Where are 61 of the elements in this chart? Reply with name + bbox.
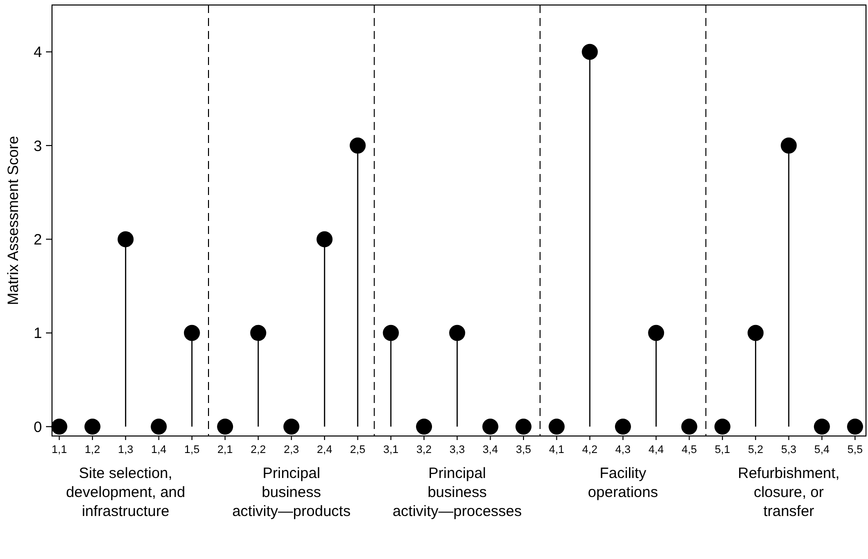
point: [217, 418, 234, 435]
y-tick-label: 3: [34, 138, 42, 155]
x-tick-label: 5,2: [748, 444, 764, 456]
x-tick-label: 4,2: [582, 444, 598, 456]
text: Facility operations: [588, 465, 658, 501]
x-tick-label: 2,3: [284, 444, 300, 456]
x-tick-label: 1,5: [184, 444, 200, 456]
point: [416, 418, 432, 435]
y-tick-label: 1: [34, 325, 42, 342]
point: [482, 418, 498, 435]
point: [582, 44, 598, 60]
x-tick-label: 1,2: [84, 444, 100, 456]
y-tick-label: 4: [34, 44, 42, 62]
x-tick-label: 3,2: [416, 444, 432, 456]
point: [51, 418, 68, 435]
x-tick-label: 1,3: [118, 444, 134, 456]
y-axis-title: Matrix Assessment Score: [5, 136, 22, 306]
x-tick-label: 2,5: [350, 444, 366, 456]
point: [648, 324, 664, 341]
y-tick-label: 2: [34, 231, 42, 248]
x-tick-label: 3,3: [450, 444, 465, 456]
point: [184, 324, 200, 341]
x-tick-label: 3,1: [383, 444, 399, 456]
x-tick-label: 5,1: [714, 444, 730, 456]
text: Refurbishment, closure, or transfer: [738, 465, 840, 520]
x-tick-label: 4,4: [648, 444, 664, 456]
x-tick-label: 3,5: [516, 444, 532, 456]
x-tick-label: 3,4: [482, 444, 498, 456]
point: [150, 418, 167, 435]
point: [84, 418, 100, 435]
x-tick-label: 1,4: [151, 444, 166, 456]
x-tick-label: 5,5: [847, 444, 863, 456]
point: [614, 418, 631, 435]
text: Site selection, development, and infrastructure: [66, 465, 186, 520]
x-tick-label: 4,5: [682, 444, 697, 456]
x-tick-label: 1,1: [52, 444, 67, 456]
point: [548, 418, 565, 435]
point: [814, 418, 830, 435]
point: [250, 324, 266, 341]
x-tick-label: 4,1: [549, 444, 564, 456]
point: [780, 138, 797, 154]
point: [681, 418, 698, 435]
point: [714, 418, 730, 435]
point: [847, 418, 864, 435]
x-tick-label: 2,2: [250, 444, 266, 456]
point: [382, 324, 399, 341]
point: [316, 231, 333, 248]
x-tick-label: 2,1: [217, 444, 233, 456]
text: Principal business activity—products: [232, 465, 351, 520]
point: [748, 324, 764, 341]
text: Principal business activity—processes: [392, 465, 522, 520]
x-tick-label: 2,4: [316, 444, 332, 456]
point: [283, 418, 300, 435]
x-tick-label: 5,3: [781, 444, 796, 456]
point: [118, 231, 134, 248]
point: [515, 418, 532, 435]
x-tick-label: 5,4: [814, 444, 830, 456]
point: [350, 138, 366, 154]
point: [449, 324, 466, 341]
y-tick-label: 0: [34, 418, 42, 436]
x-tick-label: 4,3: [615, 444, 631, 456]
